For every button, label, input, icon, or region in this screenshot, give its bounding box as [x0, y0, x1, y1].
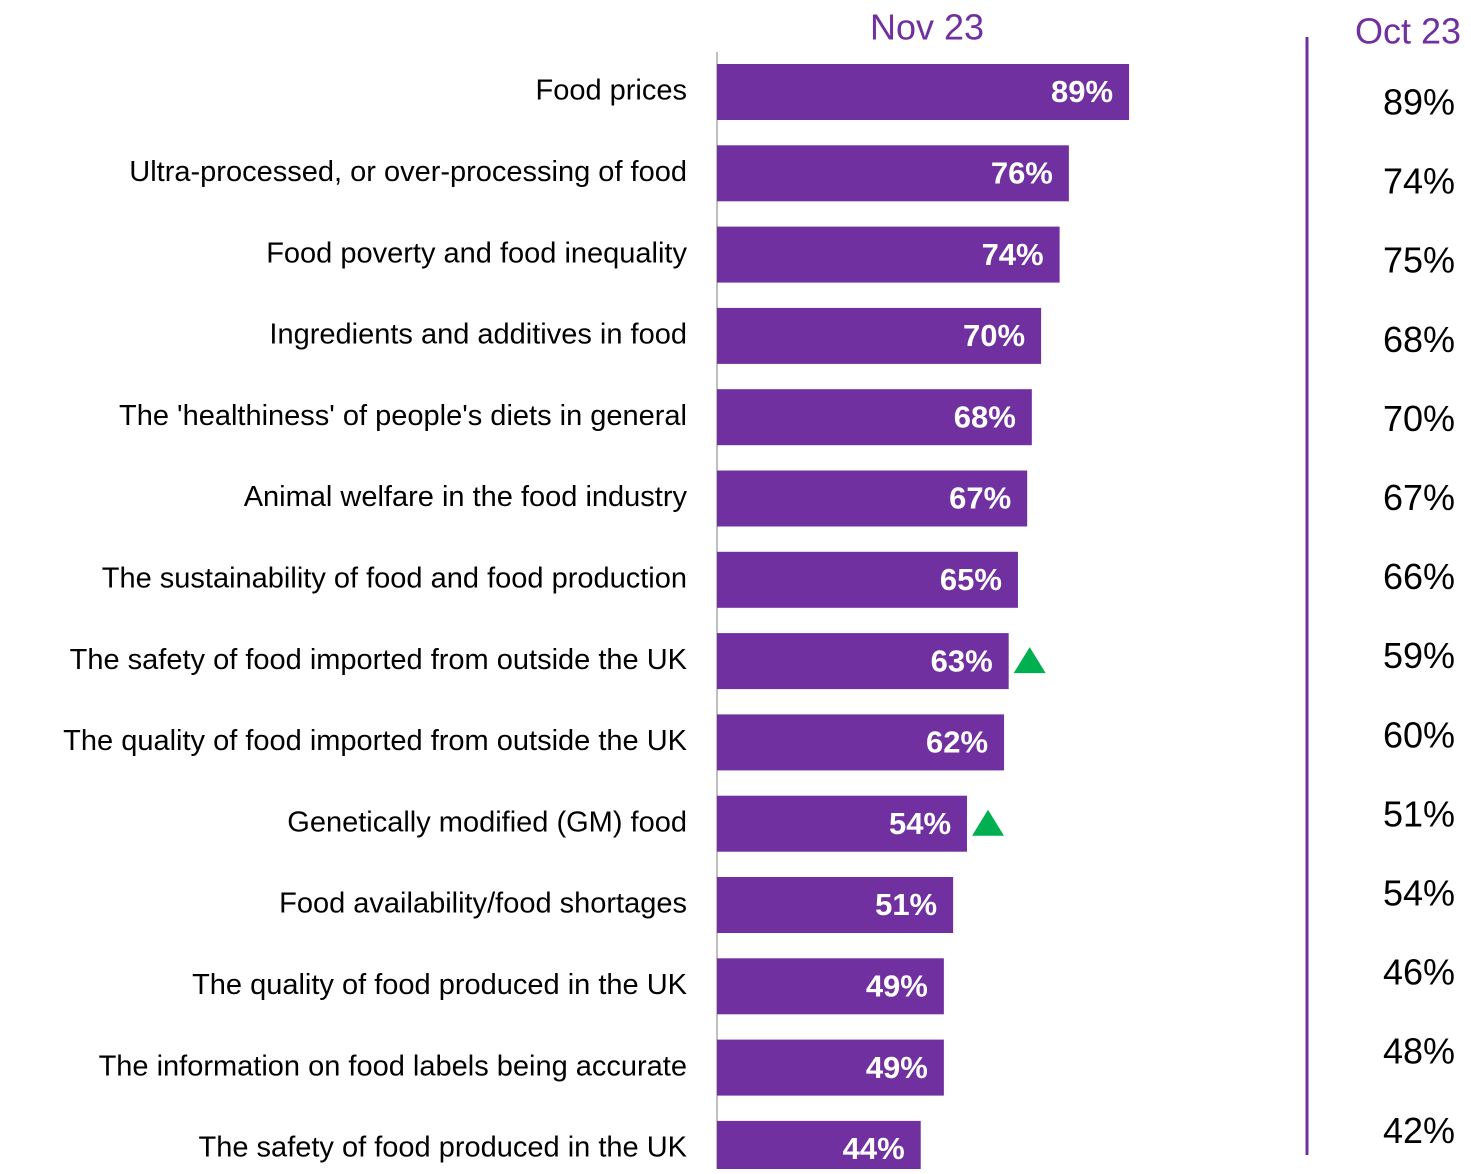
series-heading: Oct 23	[1355, 11, 1461, 52]
category-label: Food poverty and food inequality	[266, 237, 687, 269]
bar-value-label: 76%	[991, 155, 1053, 190]
previous-value: 89%	[1383, 82, 1455, 123]
bar	[717, 226, 1060, 283]
bar	[717, 145, 1069, 202]
category-label: The safety of food produced in the UK	[199, 1132, 688, 1164]
bar	[717, 307, 1042, 364]
bar-value-label: 49%	[866, 1050, 928, 1085]
previous-value: 59%	[1383, 635, 1455, 676]
category-label: Ultra-processed, or over-processing of f…	[129, 156, 687, 188]
bar	[717, 551, 1018, 608]
bar	[717, 877, 954, 933]
previous-value: 67%	[1383, 477, 1455, 518]
bar	[717, 714, 1005, 771]
category-label: The quality of food imported from outsid…	[63, 725, 687, 757]
bar	[717, 633, 1009, 690]
bar-value-label: 63%	[931, 643, 993, 678]
category-label: The information on food labels being acc…	[99, 1050, 687, 1082]
bar-value-label: 68%	[954, 399, 1016, 434]
previous-value: 48%	[1383, 1031, 1455, 1072]
bar	[717, 1039, 944, 1096]
bar	[717, 795, 968, 852]
bar	[717, 64, 1130, 120]
category-label: The safety of food imported from outside…	[70, 644, 688, 676]
previous-value: 74%	[1383, 161, 1455, 202]
bar	[717, 389, 1032, 446]
bar-value-label: 44%	[843, 1131, 905, 1166]
series-heading: Nov 23	[870, 7, 984, 48]
previous-value: 51%	[1383, 793, 1455, 834]
previous-value: 60%	[1383, 714, 1455, 755]
category-label: Genetically modified (GM) food	[287, 806, 687, 838]
previous-value: 68%	[1383, 319, 1455, 360]
bar-value-label: 67%	[949, 481, 1011, 516]
previous-value: 46%	[1383, 952, 1455, 993]
significance-marker	[1013, 647, 1046, 674]
category-label: The sustainability of food and food prod…	[102, 562, 687, 594]
bar-value-label: 65%	[940, 562, 1002, 597]
previous-value: 75%	[1383, 240, 1455, 281]
category-label: The quality of food produced in the UK	[192, 969, 688, 1001]
significance-marker	[972, 809, 1005, 836]
previous-value: 66%	[1383, 556, 1455, 597]
bar-value-label: 49%	[866, 968, 928, 1003]
bar	[717, 958, 944, 1015]
category-label: Animal welfare in the food industry	[244, 481, 688, 513]
category-label: Food prices	[535, 75, 687, 107]
category-label: Ingredients and additives in food	[269, 319, 687, 351]
previous-value: 70%	[1383, 398, 1455, 439]
bar-value-label: 70%	[963, 318, 1025, 353]
previous-value: 42%	[1383, 1110, 1455, 1151]
bar-value-label: 74%	[982, 237, 1044, 272]
bar-value-label: 51%	[875, 887, 937, 922]
bar	[717, 470, 1028, 527]
bar-value-label: 54%	[889, 806, 951, 841]
bar-value-label: 62%	[926, 725, 988, 760]
category-label: The 'healthiness' of people's diets in g…	[119, 400, 687, 432]
category-label: Food availability/food shortages	[279, 888, 687, 920]
bar	[717, 1120, 921, 1174]
bar-value-label: 89%	[1051, 74, 1113, 109]
previous-value: 54%	[1383, 873, 1455, 914]
